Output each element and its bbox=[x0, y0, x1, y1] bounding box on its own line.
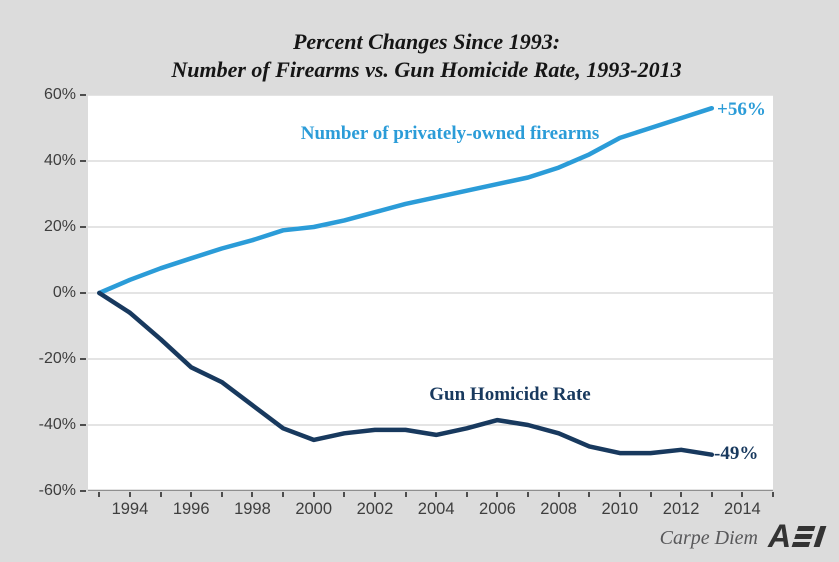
x-axis-label: 2000 bbox=[295, 500, 333, 518]
x-axis-tick bbox=[588, 492, 591, 497]
x-axis-tick bbox=[98, 492, 101, 497]
x-axis-tick bbox=[404, 492, 407, 497]
x-axis-label: 2004 bbox=[417, 500, 455, 518]
x-axis-tick bbox=[680, 492, 683, 497]
x-axis-tick bbox=[312, 492, 315, 497]
x-axis-tick bbox=[190, 492, 193, 497]
y-axis-tick bbox=[80, 292, 86, 294]
aei-logo-letter-a: A bbox=[768, 518, 791, 554]
aei-logo-letter-e bbox=[791, 525, 816, 547]
x-axis-label: 1998 bbox=[234, 500, 271, 518]
x-axis-tick bbox=[741, 492, 744, 497]
y-axis-label: 20% bbox=[43, 218, 76, 235]
x-axis-tick bbox=[343, 492, 346, 497]
x-axis-tick bbox=[496, 492, 499, 497]
end-label-homicide: -49% bbox=[714, 443, 759, 464]
y-axis-label: -20% bbox=[38, 350, 76, 367]
chart-title-line2: Number of Firearms vs. Gun Homicide Rate… bbox=[171, 57, 682, 82]
plot-svg bbox=[88, 95, 773, 491]
x-axis-tick bbox=[618, 492, 621, 497]
x-axis-label: 2014 bbox=[724, 500, 761, 518]
x-axis-label: 2010 bbox=[601, 500, 639, 518]
x-axis-tick bbox=[435, 492, 438, 497]
series-line-1 bbox=[97, 290, 715, 457]
x-axis-tick bbox=[373, 492, 376, 497]
x-axis-label: 2008 bbox=[540, 500, 577, 518]
x-axis-tick bbox=[772, 492, 774, 497]
x-axis-tick bbox=[465, 492, 468, 497]
x-axis-tick bbox=[557, 492, 560, 497]
chart-plot-area: Number of privately-owned firearms Gun H… bbox=[88, 95, 773, 491]
y-axis-label: -60% bbox=[38, 482, 76, 499]
x-axis-label: 1996 bbox=[172, 500, 210, 518]
x-axis-tick bbox=[220, 492, 223, 497]
x-axis-label: 2002 bbox=[356, 500, 394, 518]
end-label-firearms: +56% bbox=[717, 99, 766, 120]
chart-title-line1: Percent Changes Since 1993: bbox=[292, 29, 561, 54]
y-axis-label: 40% bbox=[43, 152, 76, 169]
y-axis-label: 60% bbox=[43, 86, 76, 103]
x-axis-tick bbox=[159, 492, 162, 497]
x-axis-tick bbox=[710, 492, 713, 497]
series-label-homicide: Gun Homicide Rate bbox=[429, 384, 591, 405]
series-line-0 bbox=[97, 105, 715, 296]
aei-logo-letter-i bbox=[813, 525, 827, 547]
y-axis-tick bbox=[80, 160, 86, 162]
x-axis-tick bbox=[527, 492, 530, 497]
aei-logo: A bbox=[768, 518, 827, 554]
y-axis-tick bbox=[80, 424, 86, 426]
y-axis-label: 0% bbox=[52, 284, 76, 301]
series-label-firearms: Number of privately-owned firearms bbox=[300, 123, 600, 144]
x-axis-tick bbox=[282, 492, 285, 497]
y-axis-tick bbox=[80, 94, 86, 96]
y-axis-tick bbox=[80, 226, 86, 228]
y-axis-tick bbox=[80, 358, 86, 360]
x-axis-tick bbox=[251, 492, 254, 497]
x-axis-tick bbox=[649, 492, 652, 497]
x-axis-label: 2012 bbox=[662, 500, 700, 518]
credit-text: Carpe Diem bbox=[659, 527, 758, 549]
x-axis-label: 2006 bbox=[479, 500, 516, 518]
chart-title: Percent Changes Since 1993: Number of Fi… bbox=[0, 28, 839, 84]
x-axis-tick bbox=[128, 492, 131, 497]
y-axis-tick bbox=[80, 490, 86, 492]
y-axis-label: -40% bbox=[38, 416, 76, 433]
x-axis-label: 1994 bbox=[111, 500, 149, 518]
